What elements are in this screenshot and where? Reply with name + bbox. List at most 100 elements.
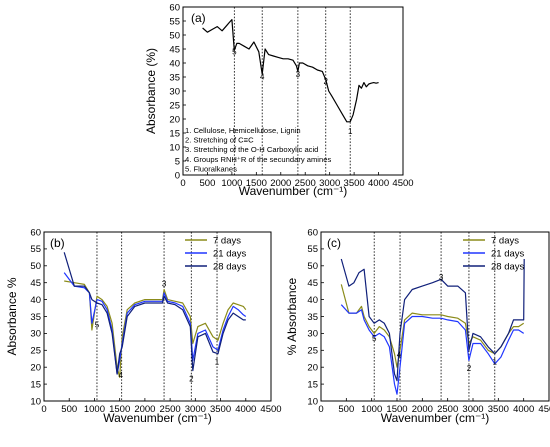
y-tick-label: 15 (307, 379, 318, 390)
x-tick-label: 1500 (109, 404, 130, 415)
panel-b-chart: 0 500 1000 1500 2000 2500 3000 3500 4000 45001015… (5, 227, 282, 425)
x-tick-label: 0 (180, 178, 185, 189)
x-tick-label: 1000 (361, 404, 382, 415)
y-axis-label: Absorbance (%) (144, 48, 158, 134)
y-tick-label: 40 (307, 295, 318, 306)
y-tick-label: 20 (169, 114, 180, 125)
legend-note: 5. Fluoralkanes (185, 164, 237, 173)
series-line-28-days (340, 258, 525, 382)
legend-note: 4. Groups RNH⁺R of the secundary amines (185, 155, 331, 164)
legend-entry: 21 days (491, 249, 525, 260)
y-tick-label: 50 (169, 30, 180, 41)
peak-marker-label: 5 (232, 47, 237, 56)
legend-entry: 28 days (491, 262, 525, 273)
y-tick-label: 15 (169, 128, 180, 139)
peak-marker-label: 3 (296, 70, 301, 79)
panel-label: (c) (327, 236, 341, 250)
legend-note: 3. Stretching of the O-H Carboxylic acid (185, 145, 318, 154)
y-tick-label: 40 (169, 58, 180, 69)
x-tick-label: 3000 (185, 404, 206, 415)
legend-entry: 7 days (491, 236, 519, 247)
y-tick-label: 60 (307, 227, 318, 238)
y-tick-label: 60 (169, 2, 180, 13)
peak-marker-label: 4 (118, 371, 123, 380)
peak-marker-label: 3 (439, 273, 444, 282)
y-tick-label: 0 (175, 170, 180, 181)
peak-marker-label: 2 (324, 77, 329, 86)
x-tick-label: 2500 (437, 404, 458, 415)
y-tick-label: 30 (30, 329, 41, 340)
x-tick-label: 1000 (221, 178, 242, 189)
y-tick-label: 45 (307, 278, 318, 289)
x-tick-label: 0 (318, 404, 323, 415)
x-tick-label: 3500 (488, 404, 509, 415)
x-tick-label: 1500 (386, 404, 407, 415)
y-tick-label: 30 (169, 86, 180, 97)
series-line-21-days (340, 304, 525, 395)
x-tick-label: 3000 (319, 178, 340, 189)
legend-entry: 21 days (213, 249, 247, 260)
x-axis-label: Wavenumber (cm⁻¹) (103, 411, 212, 425)
y-tick-label: 5 (175, 156, 180, 167)
y-tick-label: 10 (307, 396, 318, 407)
peak-marker-label: 1 (215, 357, 220, 366)
y-tick-label: 25 (169, 100, 180, 111)
panel-a-chart: 0 500 1000 1500 2000 2500 3000 3500 4000 45000510… (144, 2, 414, 198)
x-tick-label: 2500 (295, 178, 316, 189)
peak-marker-label: 3 (162, 280, 167, 289)
peak-marker-label: 2 (189, 374, 194, 383)
y-tick-label: 35 (307, 312, 318, 323)
y-tick-label: 10 (30, 396, 41, 407)
x-tick-label: 0 (41, 404, 46, 415)
peak-marker-label: 4 (260, 73, 265, 82)
x-tick-label: 3500 (210, 404, 231, 415)
y-tick-label: 50 (307, 261, 318, 272)
legend-entry: 7 days (213, 236, 241, 247)
x-axis-label: Wavenumber (cm⁻¹) (239, 184, 348, 198)
y-tick-label: 15 (30, 379, 41, 390)
series-line-7-days (340, 284, 525, 368)
x-tick-label: 500 (338, 404, 354, 415)
y-tick-label: 20 (30, 363, 41, 374)
peak-marker-label: 1 (493, 357, 498, 366)
x-tick-label: 3500 (344, 178, 365, 189)
x-tick-label: 500 (61, 404, 77, 415)
x-tick-label: 1000 (84, 404, 105, 415)
peak-marker-label: 5 (95, 320, 100, 329)
x-axis-label: Wavenumber (cm⁻¹) (381, 411, 490, 425)
legend-note: 1. Cellulose, Hemicellulose, Lignin (185, 126, 301, 135)
series-line-spectrum (202, 19, 379, 123)
y-tick-label: 20 (307, 363, 318, 374)
y-tick-label: 55 (169, 16, 180, 27)
y-tick-label: 35 (169, 72, 180, 83)
panel-label: (b) (50, 236, 65, 250)
y-tick-label: 60 (30, 227, 41, 238)
y-tick-label: 50 (30, 261, 41, 272)
y-axis-label: Absorbance % (5, 277, 19, 355)
x-tick-label: 4000 (235, 404, 256, 415)
x-tick-label: 2000 (270, 178, 291, 189)
x-tick-label: 3000 (462, 404, 483, 415)
x-tick-label: 1500 (246, 178, 267, 189)
peak-marker-label: 1 (348, 127, 353, 136)
y-tick-label: 45 (169, 44, 180, 55)
legend-note: 2. Stretching of C≡C (185, 136, 254, 145)
panel-label: (a) (191, 11, 206, 25)
y-tick-label: 35 (30, 312, 41, 323)
x-tick-label: 4500 (392, 178, 413, 189)
x-tick-label: 2000 (412, 404, 433, 415)
legend-entry: 28 days (213, 262, 247, 273)
peak-marker-label: 2 (467, 364, 472, 373)
x-tick-label: 4500 (260, 404, 281, 415)
peak-marker-label: 4 (397, 351, 402, 360)
x-tick-label: 2000 (134, 404, 155, 415)
series-line-28-days (63, 252, 246, 375)
x-tick-label: 500 (200, 178, 216, 189)
peak-marker-label: 5 (372, 334, 377, 343)
y-tick-label: 55 (307, 244, 318, 255)
y-tick-label: 10 (169, 142, 180, 153)
x-tick-label: 4500 (538, 404, 550, 415)
y-tick-label: 45 (30, 278, 41, 289)
y-tick-label: 30 (307, 329, 318, 340)
x-tick-label: 4000 (368, 178, 389, 189)
